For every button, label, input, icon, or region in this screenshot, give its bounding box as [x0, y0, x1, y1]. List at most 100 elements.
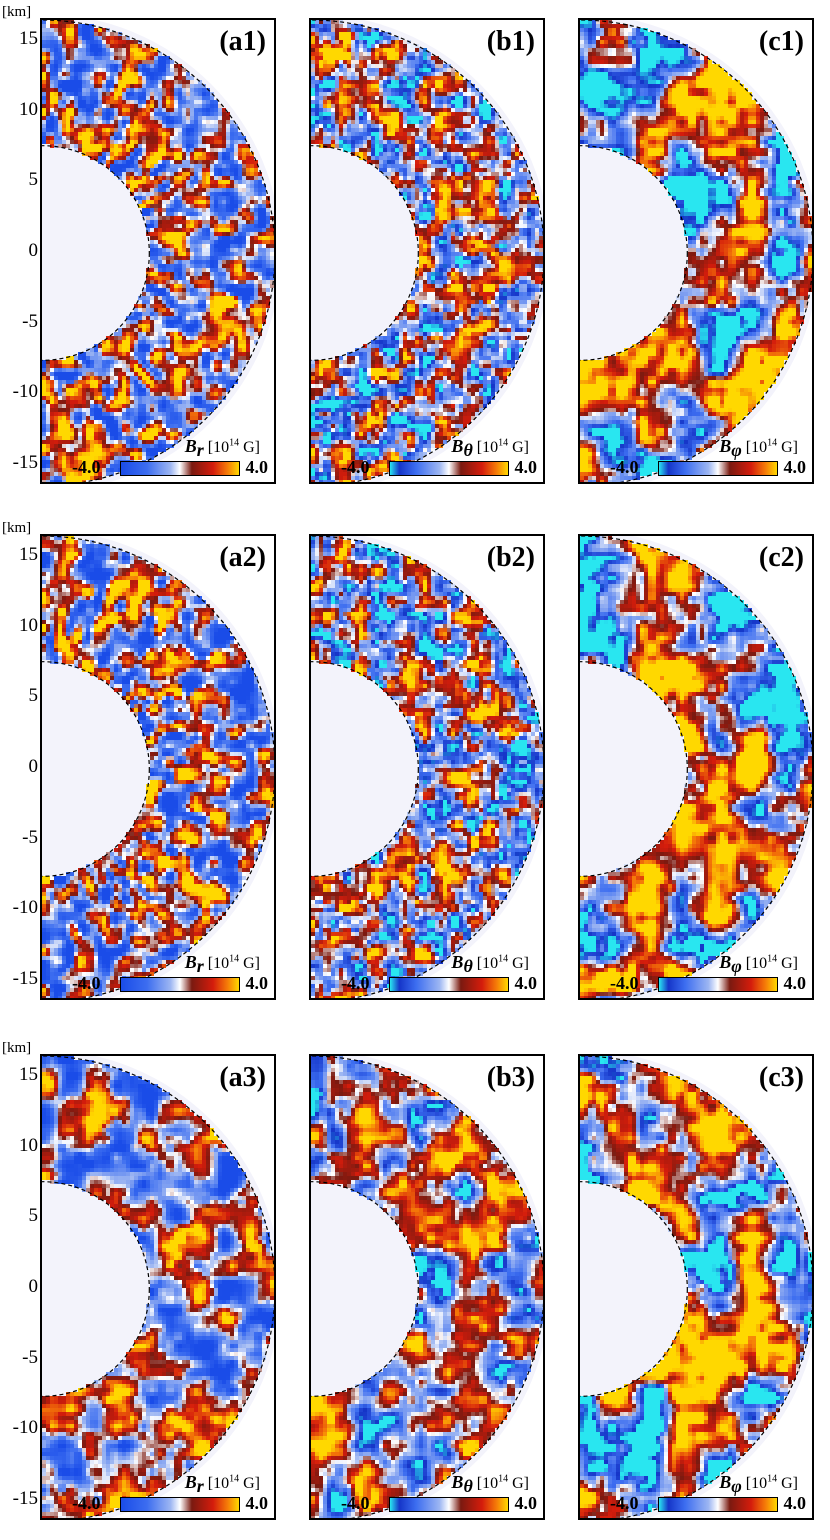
field-heatmap: [311, 536, 543, 998]
y-tick-label: 15: [2, 1064, 38, 1086]
field-panel-c3: (c3) Bφ [1014 G] -4.0 4.0: [578, 1054, 814, 1520]
y-tick-label: 0: [2, 756, 39, 778]
colorbar-min-label: -4.0: [72, 1493, 101, 1514]
colorbar-title: Bφ [1014 G]: [719, 1472, 798, 1497]
colorbar-component: φ: [731, 440, 742, 460]
colorbar-unit: [10: [473, 439, 498, 456]
field-cells: [42, 1056, 274, 1518]
colorbar-gradient: [120, 1497, 240, 1512]
y-tick-label: -15: [2, 968, 38, 990]
colorbar-min-label: -4.0: [72, 973, 101, 994]
colorbar-unit-exponent: 14: [767, 954, 777, 965]
field-heatmap: [580, 536, 812, 998]
y-tick-label: 10: [2, 99, 38, 121]
colorbar-min-label: -4.0: [341, 457, 370, 478]
field-heatmap: [580, 20, 812, 482]
panel-label: (c2): [759, 542, 804, 574]
colorbar: Bθ [1014 G] -4.0 4.0: [337, 436, 537, 478]
colorbar-quantity: B: [185, 1472, 197, 1492]
field-panel-c1: (c1) Bφ [1014 G] -4.0 4.0: [578, 18, 814, 484]
colorbar-component: r: [197, 440, 204, 460]
y-axis-unit-label: [km]: [2, 520, 31, 537]
y-tick-label: 15: [2, 28, 38, 50]
inner-boundary-circle: [580, 661, 688, 877]
colorbar-max-label: 4.0: [246, 1493, 269, 1514]
y-tick-label: -15: [2, 452, 38, 474]
colorbar-unit-suffix: G]: [508, 955, 529, 972]
field-panel-a3: (a3) Br [1014 G] -4.0 4.0: [40, 1054, 276, 1520]
colorbar-gradient: [389, 1497, 509, 1512]
colorbar-unit-exponent: 14: [498, 1474, 508, 1485]
colorbar-component: r: [197, 956, 204, 976]
field-panel-b1: (b1) Bθ [1014 G] -4.0 4.0: [309, 18, 545, 484]
y-tick-label: -10: [2, 381, 38, 403]
colorbar: Br [1014 G] -4.0 4.0: [68, 1472, 268, 1514]
colorbar-quantity: B: [185, 952, 197, 972]
colorbar-component: r: [197, 1476, 204, 1496]
y-tick-label: 0: [2, 240, 39, 262]
panel-label: (a1): [219, 26, 266, 58]
field-cells: [311, 1056, 543, 1518]
colorbar-gradient: [389, 977, 509, 992]
colorbar: Br [1014 G] -4.0 4.0: [68, 952, 268, 994]
field-panel-b2: (b2) Bθ [1014 G] -4.0 4.0: [309, 534, 545, 1000]
colorbar-title: Br [1014 G]: [185, 436, 260, 461]
inner-boundary-circle: [42, 1181, 150, 1397]
colorbar: Bφ [1014 G] -4.0 4.0: [606, 952, 806, 994]
colorbar-unit-suffix: G]: [239, 439, 260, 456]
colorbar-title: Br [1014 G]: [185, 952, 260, 977]
colorbar-min-label: -4.0: [72, 457, 101, 478]
colorbar-title: Bθ [1014 G]: [451, 1472, 529, 1497]
colorbar-min-label: -4.0: [341, 973, 370, 994]
field-heatmap: [42, 536, 274, 998]
panel-label: (a3): [219, 1062, 266, 1094]
field-heatmap: [311, 1056, 543, 1518]
colorbar-unit: [10: [473, 955, 498, 972]
inner-boundary-circle: [42, 661, 150, 877]
panel-label: (b3): [487, 1062, 535, 1094]
colorbar-gradient: [658, 977, 778, 992]
field-cells: [580, 20, 812, 482]
colorbar-quantity: B: [719, 1472, 731, 1492]
colorbar-unit-suffix: G]: [777, 955, 798, 972]
colorbar-component: θ: [463, 956, 472, 976]
y-tick-label: -15: [2, 1488, 38, 1510]
colorbar-quantity: B: [451, 1472, 463, 1492]
colorbar-unit: [10: [742, 439, 767, 456]
colorbar-title: Bφ [1014 G]: [719, 436, 798, 461]
colorbar-max-label: 4.0: [515, 973, 538, 994]
panel-label: (c1): [759, 26, 804, 58]
field-cells: [580, 536, 812, 998]
colorbar-min-label: -4.0: [610, 457, 639, 478]
colorbar-unit-exponent: 14: [767, 1474, 777, 1485]
colorbar-quantity: B: [451, 436, 463, 456]
y-axis-unit-label: [km]: [2, 4, 31, 21]
y-tick-label: -10: [2, 897, 38, 919]
colorbar-unit-suffix: G]: [508, 1475, 529, 1492]
colorbar-unit-exponent: 14: [498, 438, 508, 449]
field-heatmap: [580, 1056, 812, 1518]
colorbar: Bθ [1014 G] -4.0 4.0: [337, 1472, 537, 1514]
y-tick-label: 10: [2, 615, 38, 637]
colorbar-min-label: -4.0: [610, 1493, 639, 1514]
colorbar-unit-exponent: 14: [229, 438, 239, 449]
colorbar-component: φ: [731, 1476, 742, 1496]
colorbar-max-label: 4.0: [246, 973, 269, 994]
colorbar-unit-suffix: G]: [239, 955, 260, 972]
colorbar-unit-suffix: G]: [239, 1475, 260, 1492]
panel-label: (c3): [759, 1062, 804, 1094]
colorbar-max-label: 4.0: [515, 1493, 538, 1514]
colorbar-gradient: [658, 1497, 778, 1512]
panel-label: (a2): [219, 542, 266, 574]
colorbar-gradient: [658, 461, 778, 476]
colorbar: Bφ [1014 G] -4.0 4.0: [606, 1472, 806, 1514]
field-panel-b3: (b3) Bθ [1014 G] -4.0 4.0: [309, 1054, 545, 1520]
colorbar-component: φ: [731, 956, 742, 976]
y-tick-label: 15: [2, 544, 38, 566]
colorbar-gradient: [120, 977, 240, 992]
y-tick-label: 5: [2, 1205, 39, 1227]
colorbar: Bθ [1014 G] -4.0 4.0: [337, 952, 537, 994]
y-tick-label: 5: [2, 169, 39, 191]
colorbar-unit-exponent: 14: [767, 438, 777, 449]
colorbar-title: Bθ [1014 G]: [451, 436, 529, 461]
